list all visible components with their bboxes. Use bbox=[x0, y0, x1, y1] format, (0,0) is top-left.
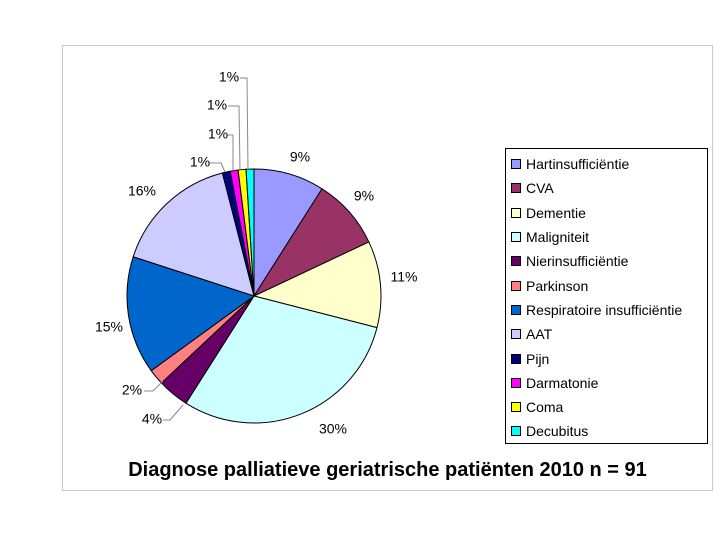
legend-swatch bbox=[511, 159, 521, 170]
chart-title: Diagnose palliatieve geriatrische patiën… bbox=[128, 459, 647, 481]
legend-label: Nierinsufficiëntie bbox=[526, 253, 629, 270]
legend-item: Hartinsufficiëntie bbox=[511, 152, 707, 176]
legend-swatch bbox=[511, 426, 521, 437]
legend-label: Parkinson bbox=[526, 277, 589, 294]
data-label: 16% bbox=[128, 183, 156, 199]
leader-line bbox=[228, 105, 241, 171]
legend-item: Maligniteit bbox=[511, 225, 707, 249]
legend-item: Dementie bbox=[511, 201, 707, 225]
legend-swatch bbox=[511, 256, 521, 267]
legend-swatch bbox=[511, 402, 521, 413]
legend-label: Darmatonie bbox=[526, 374, 599, 391]
legend-item: Parkinson bbox=[511, 273, 707, 297]
legend-label: Pijn bbox=[526, 350, 550, 367]
legend-item: CVA bbox=[511, 176, 707, 200]
leader-line bbox=[240, 77, 249, 171]
leader-line bbox=[209, 162, 226, 173]
pie-slice-dementie bbox=[252, 241, 382, 329]
data-label: 1% bbox=[190, 154, 210, 170]
legend-swatch bbox=[511, 232, 521, 243]
legend-swatch bbox=[511, 304, 521, 315]
legend-label: Dementie bbox=[526, 204, 586, 221]
leader-line bbox=[227, 134, 234, 170]
legend-swatch bbox=[511, 329, 521, 340]
legend-swatch bbox=[511, 280, 521, 291]
data-label: 1% bbox=[207, 97, 227, 113]
legend-swatch bbox=[511, 183, 521, 194]
data-label: 11% bbox=[391, 269, 418, 285]
legend-item: Decubitus bbox=[511, 419, 707, 443]
pie-slice-maligniteit bbox=[185, 295, 378, 424]
legend-label: CVA bbox=[526, 180, 554, 197]
legend-label: Decubitus bbox=[526, 423, 589, 440]
leader-line bbox=[144, 380, 164, 392]
legend-label: Maligniteit bbox=[526, 229, 590, 246]
pie-slice-decubitus bbox=[245, 168, 255, 297]
data-label: 9% bbox=[290, 149, 310, 165]
legend-item: Respiratoire insufficiëntie bbox=[511, 298, 707, 322]
pie-slice-respiratoire-insuffici-ntie bbox=[126, 256, 256, 372]
legend-label: Coma bbox=[526, 399, 564, 416]
legend-item: Pijn bbox=[511, 346, 707, 370]
legend-label: AAT bbox=[526, 326, 553, 343]
data-label: 15% bbox=[95, 319, 123, 335]
data-label: 1% bbox=[208, 126, 228, 142]
legend-label: Respiratoire insufficiëntie bbox=[526, 301, 683, 318]
legend-swatch bbox=[511, 207, 521, 218]
legend-item: Coma bbox=[511, 395, 707, 419]
leader-line bbox=[163, 404, 184, 421]
data-label: 9% bbox=[354, 188, 374, 204]
legend-swatch bbox=[511, 377, 521, 388]
legend-item: Darmatonie bbox=[511, 371, 707, 395]
legend-item: Nierinsufficiëntie bbox=[511, 249, 707, 273]
chart-legend: Hartinsufficiëntie CVA Dementie Maligniteit… bbox=[505, 148, 708, 444]
data-label: 4% bbox=[142, 411, 162, 427]
data-label: 30% bbox=[319, 421, 347, 437]
pie-slice-aat bbox=[132, 172, 255, 297]
data-label: 1% bbox=[219, 69, 239, 85]
legend-label: Hartinsufficiëntie bbox=[526, 156, 630, 173]
legend-item: AAT bbox=[511, 322, 707, 346]
data-label: 2% bbox=[122, 382, 142, 398]
legend-swatch bbox=[511, 353, 521, 364]
